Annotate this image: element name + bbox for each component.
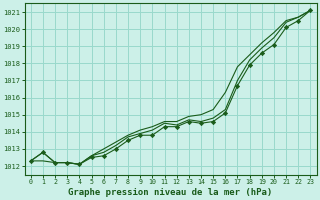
X-axis label: Graphe pression niveau de la mer (hPa): Graphe pression niveau de la mer (hPa) — [68, 188, 273, 197]
